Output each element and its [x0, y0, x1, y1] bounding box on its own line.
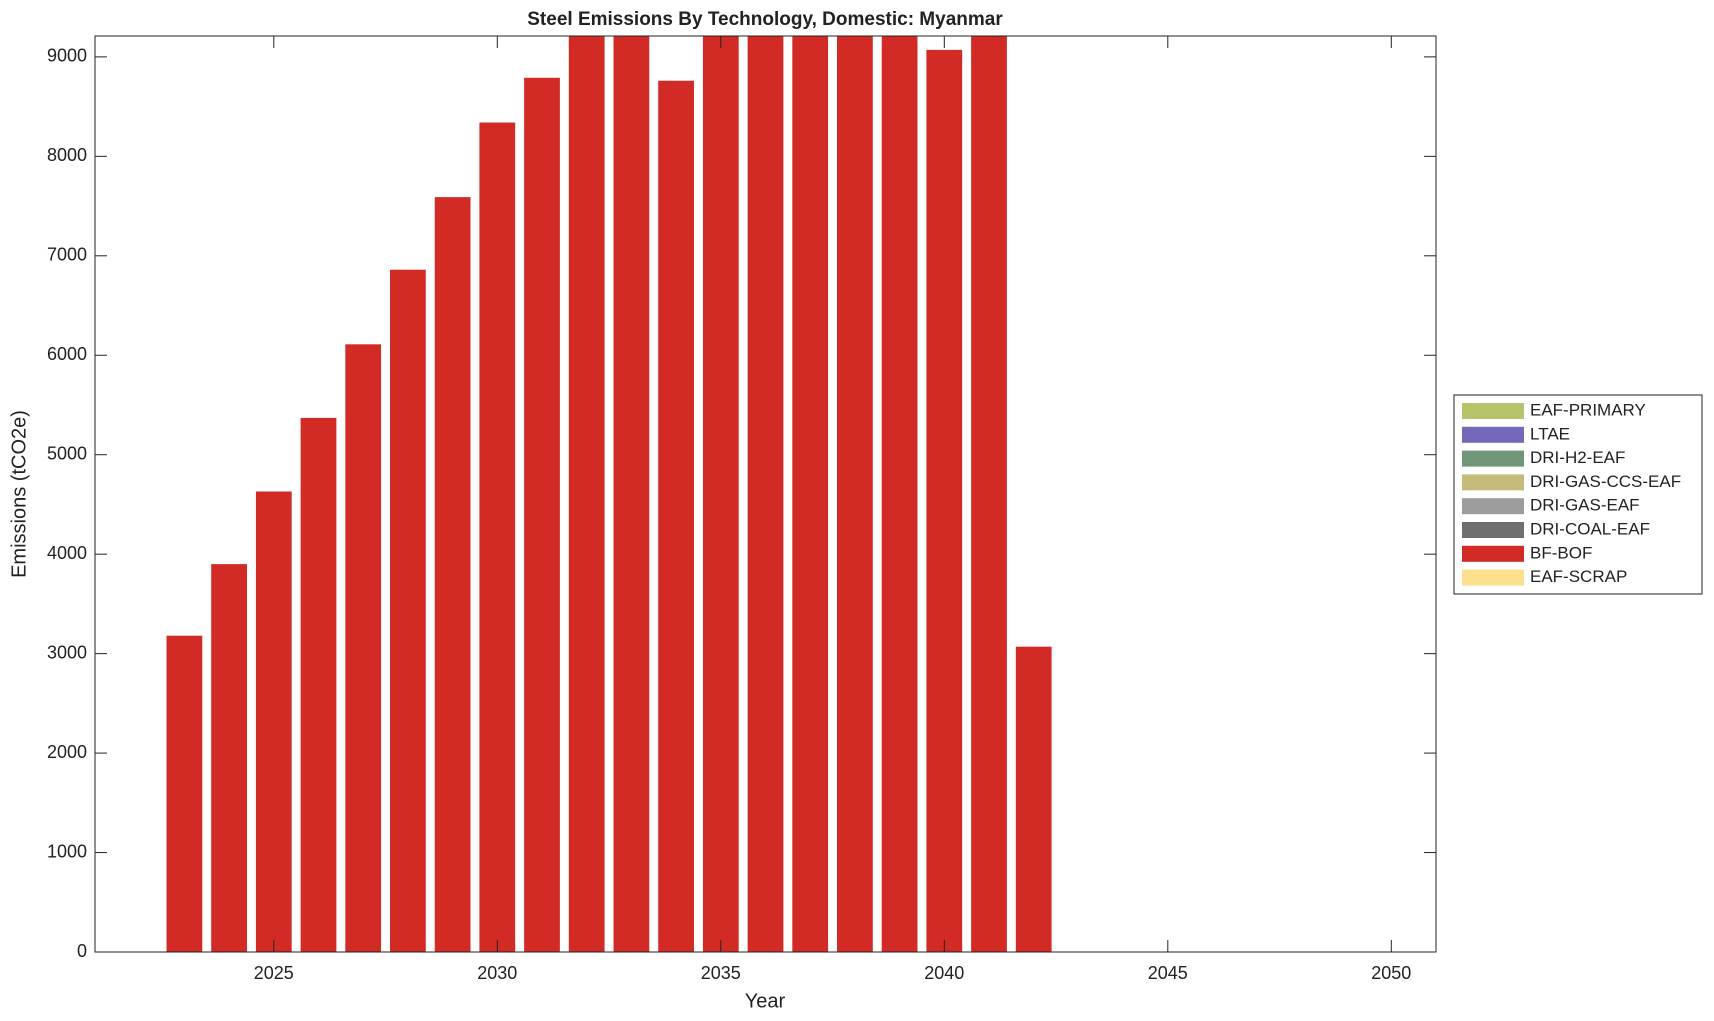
legend-label: DRI-GAS-CCS-EAF [1530, 472, 1681, 491]
x-tick-label: 2030 [477, 963, 517, 983]
bar [747, 36, 784, 952]
legend-swatch [1462, 426, 1524, 443]
y-tick-label: 9000 [47, 46, 87, 66]
bar [792, 36, 829, 952]
legend-label: DRI-GAS-EAF [1530, 496, 1640, 515]
x-axis-label: Year [745, 990, 786, 1012]
plot-frame [94, 35, 1437, 953]
bar [166, 635, 203, 952]
x-tick-label: 2025 [254, 963, 294, 983]
bar [211, 564, 247, 952]
y-tick-label: 7000 [47, 245, 87, 265]
bar [613, 36, 650, 952]
y-tick-label: 8000 [47, 145, 87, 165]
x-tick-label: 2040 [924, 963, 964, 983]
legend-swatch [1462, 545, 1524, 562]
bar [971, 36, 1007, 952]
y-tick-label: 2000 [47, 742, 87, 762]
bar [345, 344, 382, 952]
bar [658, 80, 694, 952]
legend-swatch [1462, 498, 1524, 515]
bar [479, 122, 516, 952]
bar [568, 36, 605, 952]
chart-title: Steel Emissions By Technology, Domestic:… [527, 9, 1003, 30]
bar [524, 77, 560, 952]
y-tick-label: 3000 [47, 642, 87, 662]
y-tick-label: 6000 [47, 344, 87, 364]
bar [1015, 646, 1052, 952]
bar [702, 36, 739, 952]
bar [255, 491, 292, 952]
legend-label: EAF-SCRAP [1530, 567, 1627, 586]
legend-box [1453, 394, 1703, 595]
bars [166, 36, 1052, 952]
bar [881, 36, 918, 952]
legend-swatch [1462, 450, 1524, 467]
bar [300, 417, 337, 952]
legend-swatch [1462, 403, 1524, 419]
legend-label: DRI-COAL-EAF [1530, 519, 1650, 538]
y-tick-label: 5000 [47, 443, 87, 463]
bar [434, 197, 471, 952]
y-tick-label: 1000 [47, 841, 87, 861]
legend-label: DRI-H2-EAF [1530, 448, 1625, 467]
legend-label: BF-BOF [1530, 543, 1592, 562]
y-tick-label: 4000 [47, 543, 87, 563]
bar [390, 269, 426, 952]
bar [837, 36, 873, 952]
x-tick-label: 2050 [1371, 963, 1411, 983]
legend-swatch [1462, 522, 1524, 538]
y-axis-label: Emissions (tCO2e) [8, 410, 30, 578]
x-tick-label: 2035 [701, 963, 741, 983]
legend-swatch [1462, 569, 1524, 586]
legend-label: LTAE [1530, 424, 1570, 443]
legend-label: EAF-PRIMARY [1530, 400, 1646, 419]
legend-swatch [1462, 474, 1524, 491]
x-tick-label: 2045 [1148, 963, 1188, 983]
bar [926, 49, 963, 952]
y-tick-label: 0 [77, 941, 87, 961]
